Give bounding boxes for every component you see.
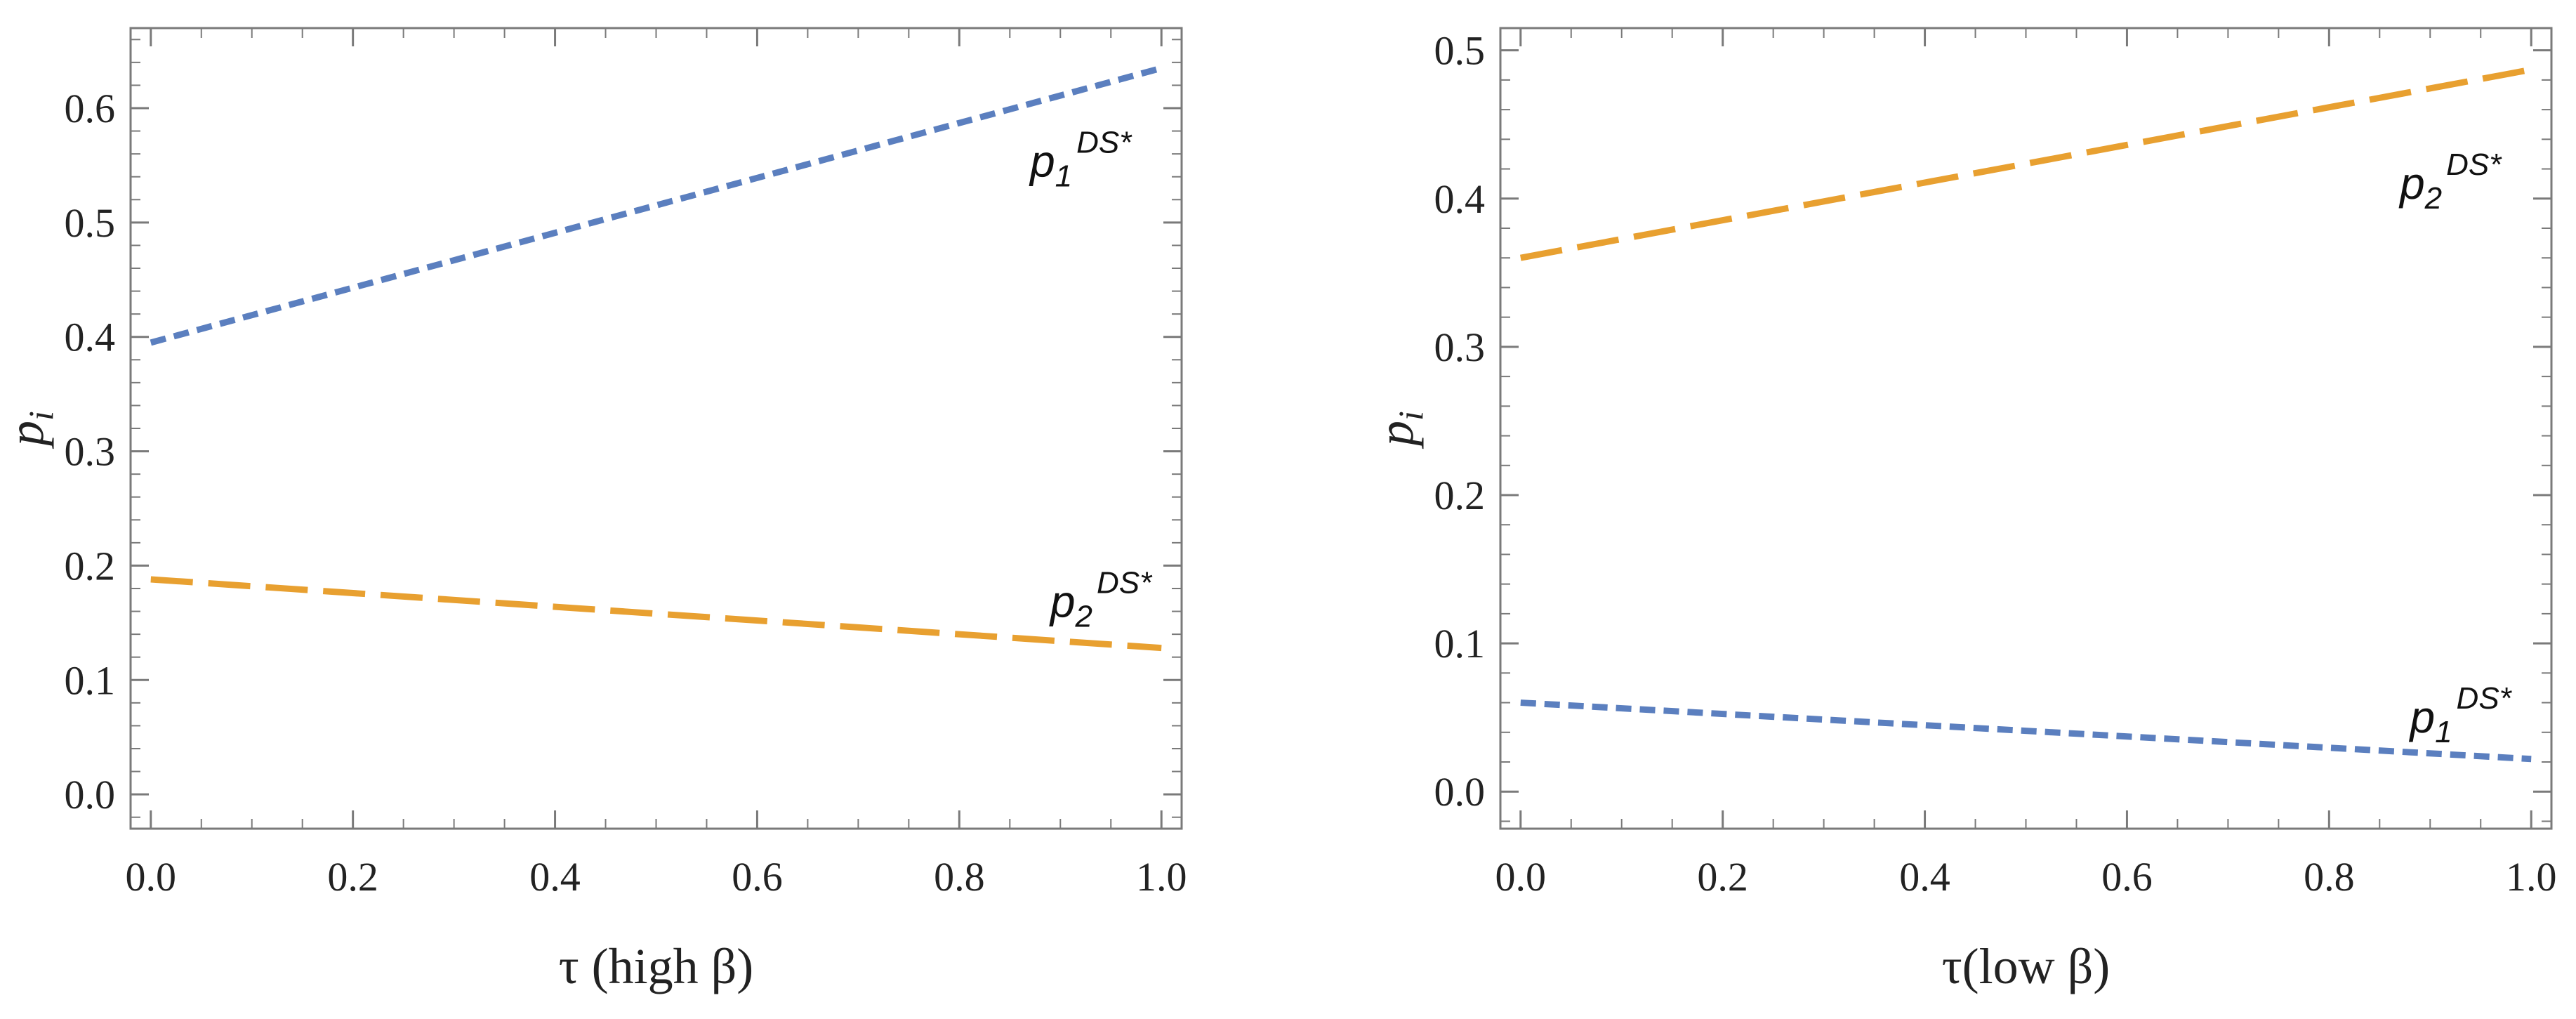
series-line-p2-ds- [1519,66,2532,261]
x-tick-label: 0.2 [1697,854,1748,900]
x-tick-label: 0.8 [2304,854,2355,900]
chart-panel-1: 0.0 0.2 0.4 0.6 0.8 1.0 0.0 0.1 0.2 0.3 0.4 0.5 0.6 τ… [0,27,1187,994]
series-annotation: p2DS* [2398,147,2502,216]
x-tick-label: 0.6 [2101,854,2153,900]
y-axis-label: pi [0,411,60,449]
x-tick-label: 0.4 [529,854,581,900]
series-annotation: p1DS* [1029,126,1132,194]
x-tick-label: 0.2 [327,854,378,900]
x-tick-label: 0.0 [1495,854,1547,900]
y-tick-label: 0.6 [65,86,116,131]
y-tick-label: 0.1 [1434,621,1486,666]
y-tick-label: 0.1 [65,657,116,703]
series-line-p2-ds- [150,576,1162,652]
y-tick-label: 0.5 [65,200,116,246]
x-tick-label: 0.4 [1899,854,1950,900]
y-tick-label: 0.4 [65,315,116,360]
x-tick-label: 1.0 [1136,854,1187,900]
x-tick-label: 1.0 [2506,854,2557,900]
plot-frame [1499,27,2553,830]
x-tick-label: 0.0 [126,854,177,900]
series-line-p1-ds- [150,65,1163,346]
y-axis-label: pi [1368,411,1430,449]
series-annotation: p2DS* [1049,566,1153,634]
plot-frame [129,27,1183,830]
y-tick-label: 0.0 [1434,769,1486,815]
y-tick-label: 0.2 [65,543,116,589]
y-tick-label: 0.4 [1434,176,1486,222]
y-tick-label: 0.2 [1434,473,1486,518]
y-tick-label: 0.5 [1434,28,1486,74]
series-line-p1-ds- [1520,699,2532,763]
y-tick-label: 0.3 [65,429,116,475]
y-tick-label: 0.3 [1434,324,1486,370]
x-tick-label: 0.6 [732,854,783,900]
x-tick-label: 0.8 [934,854,985,900]
series-annotation: p1DS* [2408,681,2512,749]
chart-panel-2: 0.0 0.2 0.4 0.6 0.8 1.0 0.0 0.1 0.2 0.3 0.4 0.5 τ(lo… [1368,27,2557,994]
x-axis-label: τ(low β) [1942,938,2111,994]
y-tick-label: 0.0 [65,772,116,817]
x-axis-label: τ (high β) [559,938,754,994]
